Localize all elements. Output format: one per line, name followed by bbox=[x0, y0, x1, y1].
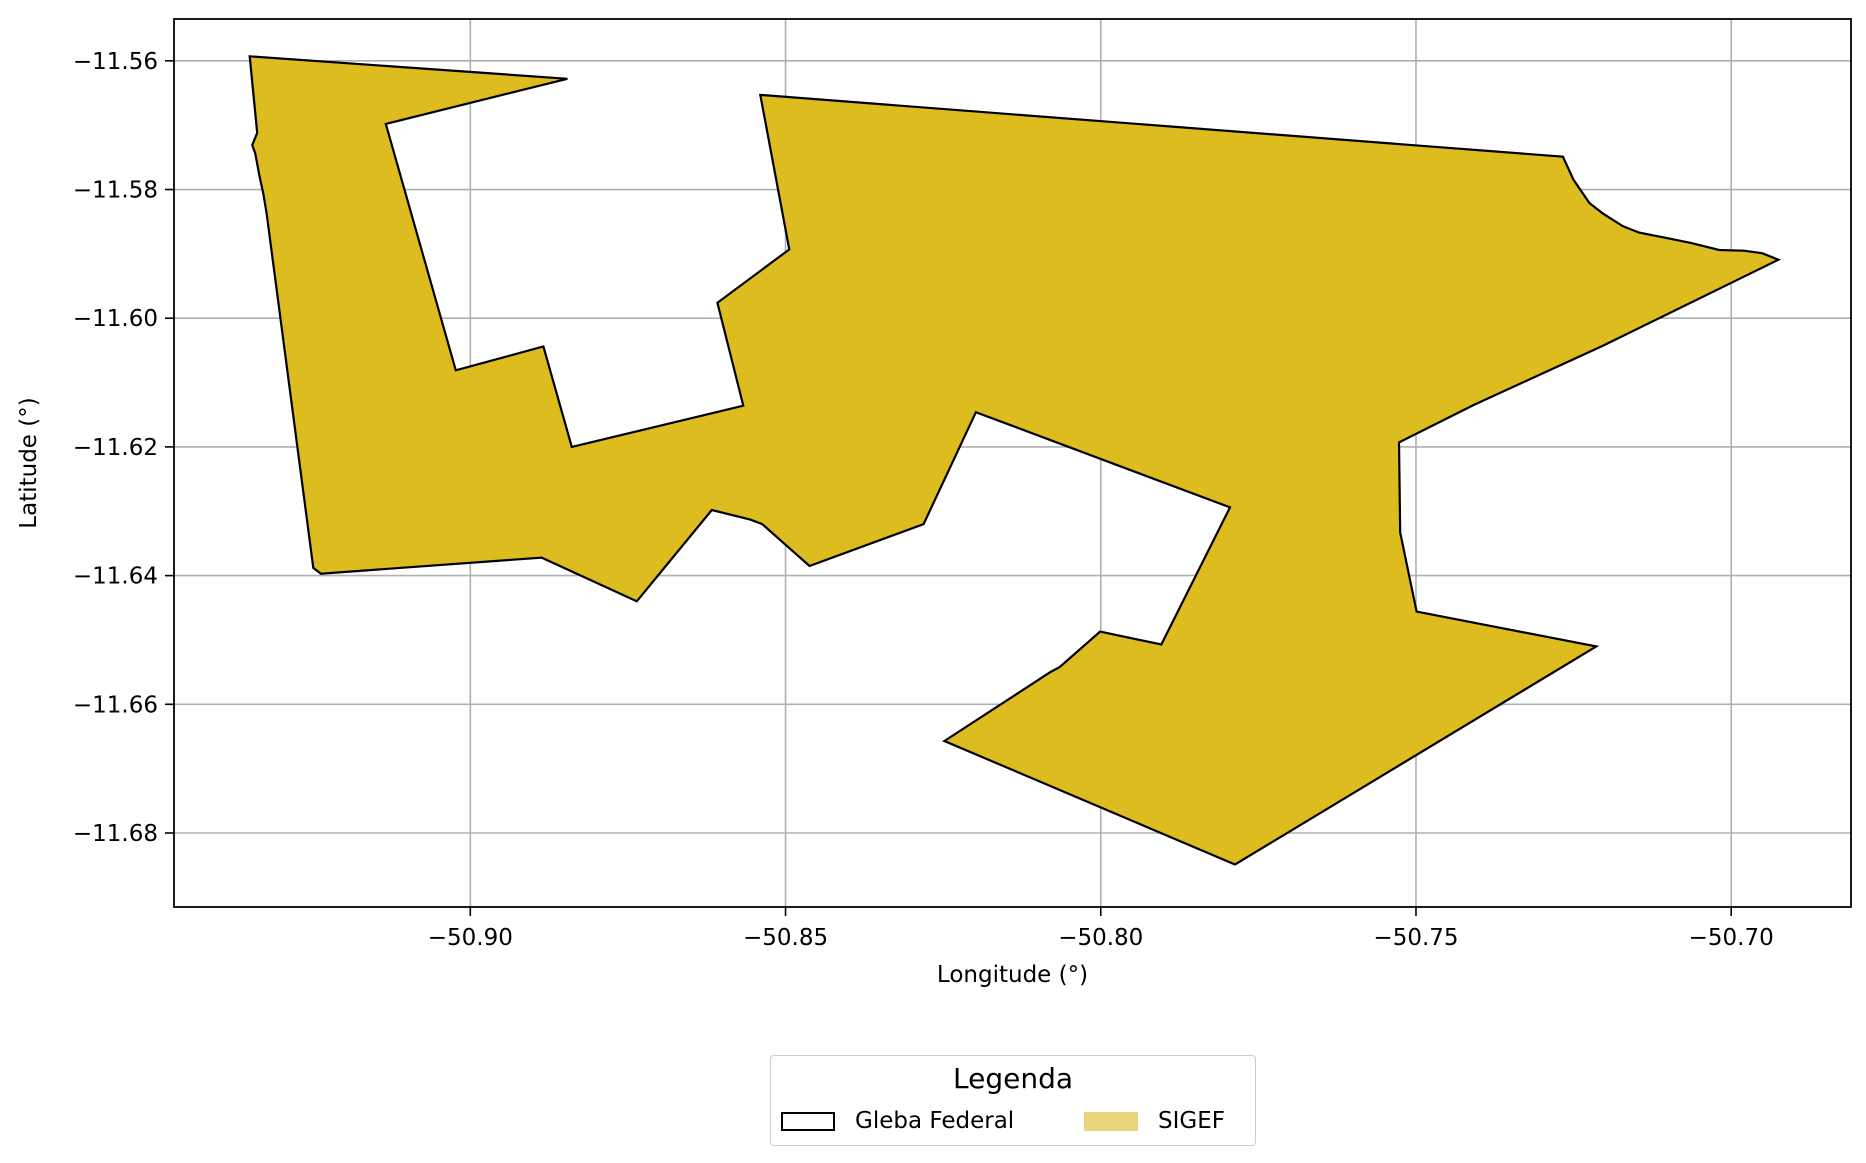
y-tick-label: −11.64 bbox=[73, 564, 158, 590]
legend-label-sigef: SIGEF bbox=[1158, 1108, 1225, 1134]
legend-entry-sigef: SIGEF bbox=[1084, 1108, 1225, 1134]
y-axis-title: Latitude (°) bbox=[16, 397, 42, 528]
y-tick-label: −11.66 bbox=[73, 692, 158, 718]
axis-ticks: −50.90 −50.85 −50.80 −50.75 −50.70 −11.56 −11.… bbox=[73, 49, 1774, 951]
legend: Legenda Gleba Federal SIGEF bbox=[770, 1055, 1256, 1146]
y-tick-label: −11.62 bbox=[73, 435, 158, 461]
legend-title: Legenda bbox=[952, 1062, 1073, 1095]
x-tick-label: −50.85 bbox=[743, 925, 828, 951]
y-tick-label: −11.56 bbox=[73, 49, 158, 75]
x-tick-label: −50.75 bbox=[1373, 925, 1458, 951]
legend-swatch-outline bbox=[781, 1111, 835, 1131]
x-tick-label: −50.90 bbox=[428, 925, 513, 951]
plot-frame bbox=[173, 18, 1852, 908]
y-tick-label: −11.58 bbox=[73, 178, 158, 204]
legend-label-gleba-federal: Gleba Federal bbox=[855, 1108, 1015, 1134]
y-tick-label: −11.68 bbox=[73, 821, 158, 847]
y-tick-label: −11.60 bbox=[73, 306, 158, 332]
x-axis-title: Longitude (°) bbox=[937, 962, 1088, 988]
gleba-federal-polygon bbox=[248, 55, 1782, 866]
x-tick-label: −50.70 bbox=[1689, 925, 1774, 951]
legend-swatch-fill bbox=[1084, 1111, 1138, 1131]
legend-entry-gleba-federal: Gleba Federal bbox=[781, 1108, 1014, 1134]
x-tick-label: −50.80 bbox=[1058, 925, 1143, 951]
